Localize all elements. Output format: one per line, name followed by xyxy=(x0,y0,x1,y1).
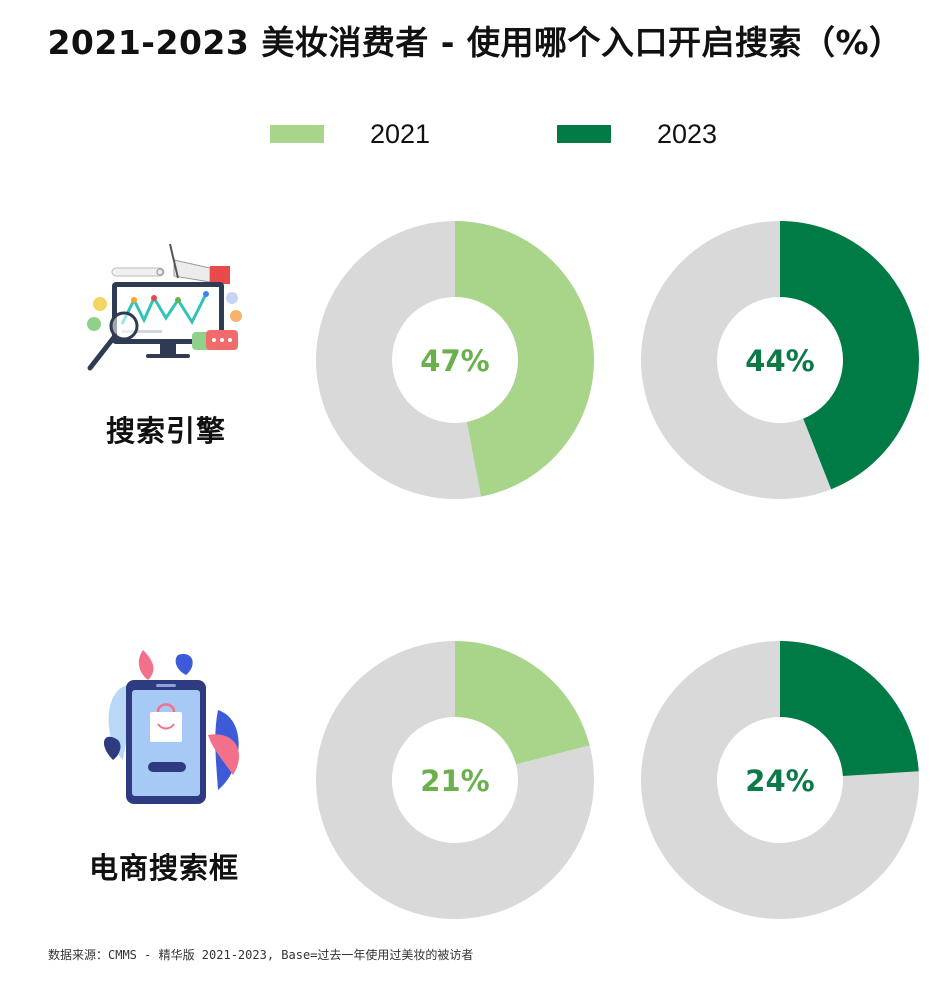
legend-label-2023: 2023 xyxy=(657,118,718,149)
legend-item-2023: 2023 xyxy=(557,118,717,150)
slice-remainder-0-2021 xyxy=(316,221,482,499)
slice-remainder-0-2023 xyxy=(641,221,832,499)
slice-value-1-2021 xyxy=(455,641,590,765)
row-label-ecommerce-search: 电商搜索框 xyxy=(89,851,240,885)
slice-value-1-2023 xyxy=(780,641,919,777)
value-label-0-2021: 47% xyxy=(420,344,489,378)
donut-ecommerce-search-2021: 21% xyxy=(316,641,594,919)
value-label-0-2023: 44% xyxy=(745,344,814,378)
legend-label-2021: 2021 xyxy=(370,118,431,149)
donut-ecommerce-search-2023: 24% xyxy=(641,641,919,919)
slice-value-0-2021 xyxy=(455,221,595,497)
row-label-search-engine: 搜索引擎 xyxy=(106,414,227,448)
slice-remainder-1-2023 xyxy=(641,641,919,919)
slice-value-0-2023 xyxy=(780,221,919,490)
search-engine-analytics-icon xyxy=(82,238,247,378)
value-label-1-2021: 21% xyxy=(420,764,489,798)
source-footnote: 数据来源：CMMS - 精华版 2021-2023, Base=过去一年使用过美… xyxy=(48,948,474,962)
legend-swatch-2021 xyxy=(270,125,324,143)
legend-item-2021: 2021 xyxy=(270,118,430,150)
donut-search-engine-2023: 44% xyxy=(641,221,919,499)
value-label-1-2023: 24% xyxy=(745,764,814,798)
slice-remainder-1-2021 xyxy=(316,641,594,919)
chart-title: 2021-2023 美妆消费者 - 使用哪个入口开启搜索（%） xyxy=(47,23,903,62)
mobile-shopping-icon xyxy=(98,650,248,810)
legend-swatch-2023 xyxy=(557,125,611,143)
donut-search-engine-2021: 47% xyxy=(316,221,595,499)
